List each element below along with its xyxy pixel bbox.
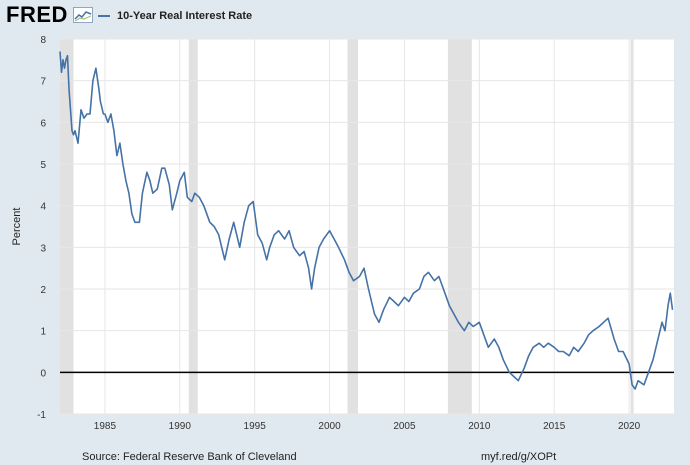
x-tick-label: 2020 [618, 421, 641, 432]
legend: 10-Year Real Interest Rate [98, 10, 252, 22]
x-tick-label: 2005 [393, 421, 416, 432]
y-tick-label: 3 [40, 243, 46, 254]
y-tick-label: 7 [40, 77, 46, 88]
recession-band [188, 39, 198, 414]
y-axis-ticks: -1 0 1 2 3 4 5 6 7 8 [37, 35, 46, 421]
y-tick-label: 8 [40, 35, 46, 46]
x-axis-ticks: 1985 1990 1995 2000 2005 2010 2015 2020 [94, 421, 641, 432]
chart-header: FRED 10-Year Real Interest Rate [0, 0, 690, 34]
y-tick-label: 1 [40, 327, 46, 338]
recession-bands [60, 39, 634, 414]
x-tick-label: 2015 [543, 421, 566, 432]
recession-band [347, 39, 359, 414]
recession-band [447, 39, 472, 414]
grid-lines [60, 38, 674, 415]
legend-label: 10-Year Real Interest Rate [117, 10, 253, 22]
y-tick-label: -1 [37, 410, 46, 421]
y-tick-label: 4 [40, 202, 46, 213]
x-tick-label: 2010 [468, 421, 491, 432]
recession-band [60, 39, 74, 414]
fred-logo[interactable]: FRED [6, 2, 68, 27]
recession-band [630, 39, 634, 414]
source-note: Source: Federal Reserve Bank of Clevelan… [82, 451, 297, 463]
x-tick-label: 1995 [244, 421, 267, 432]
x-tick-label: 1990 [169, 421, 192, 432]
plot-background [60, 39, 674, 414]
legend-swatch [98, 15, 110, 17]
y-axis-label: Percent [11, 208, 23, 246]
y-tick-label: 6 [40, 118, 46, 129]
x-tick-label: 2000 [318, 421, 341, 432]
y-tick-label: 2 [40, 285, 46, 296]
fred-graph-icon [73, 7, 93, 23]
y-tick-label: 5 [40, 160, 46, 171]
series-line-10-year-real-interest-rate [59, 51, 674, 390]
y-tick-label: 0 [40, 368, 46, 379]
short-link[interactable]: myf.red/g/XOPt [481, 451, 557, 463]
x-tick-label: 1985 [94, 421, 117, 432]
